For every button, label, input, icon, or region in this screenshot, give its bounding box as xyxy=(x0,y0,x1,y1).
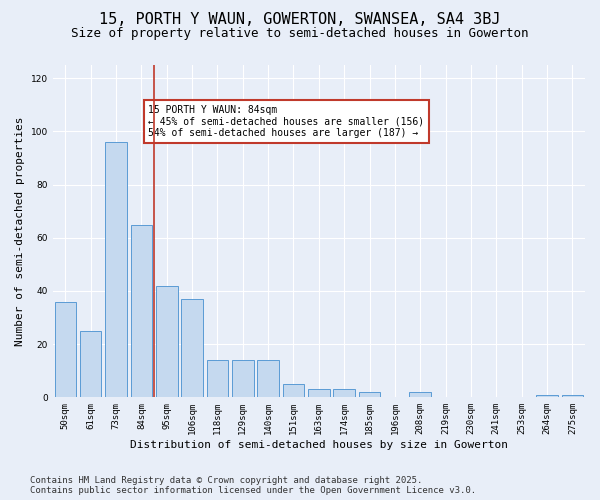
Bar xyxy=(55,302,76,398)
Text: Contains HM Land Registry data © Crown copyright and database right 2025.
Contai: Contains HM Land Registry data © Crown c… xyxy=(30,476,476,495)
Bar xyxy=(308,390,329,398)
Text: 15 PORTH Y WAUN: 84sqm
← 45% of semi-detached houses are smaller (156)
54% of se: 15 PORTH Y WAUN: 84sqm ← 45% of semi-det… xyxy=(148,105,425,138)
Bar xyxy=(409,392,431,398)
Bar xyxy=(536,394,558,398)
Bar xyxy=(131,224,152,398)
Bar xyxy=(359,392,380,398)
Bar xyxy=(80,331,101,398)
Bar xyxy=(156,286,178,398)
Bar xyxy=(283,384,304,398)
Bar xyxy=(257,360,279,398)
Bar xyxy=(181,299,203,398)
Bar xyxy=(105,142,127,398)
Bar xyxy=(334,390,355,398)
X-axis label: Distribution of semi-detached houses by size in Gowerton: Distribution of semi-detached houses by … xyxy=(130,440,508,450)
Bar xyxy=(562,394,583,398)
Text: 15, PORTH Y WAUN, GOWERTON, SWANSEA, SA4 3BJ: 15, PORTH Y WAUN, GOWERTON, SWANSEA, SA4… xyxy=(99,12,501,28)
Y-axis label: Number of semi-detached properties: Number of semi-detached properties xyxy=(15,116,25,346)
Bar xyxy=(232,360,254,398)
Text: Size of property relative to semi-detached houses in Gowerton: Size of property relative to semi-detach… xyxy=(71,28,529,40)
Bar xyxy=(206,360,228,398)
